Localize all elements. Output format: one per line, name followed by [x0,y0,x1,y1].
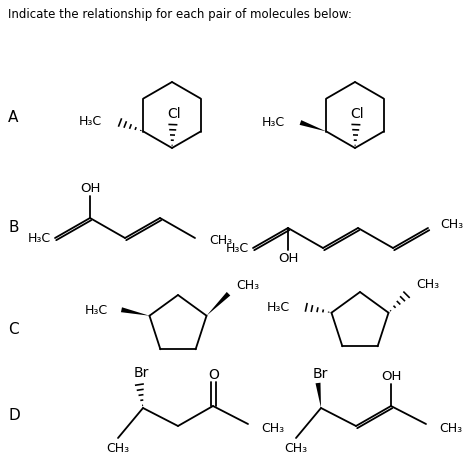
Text: H₃C: H₃C [226,241,249,254]
Text: H₃C: H₃C [28,231,51,245]
Text: C: C [8,323,18,337]
Text: CH₃: CH₃ [209,235,232,247]
Polygon shape [121,307,149,316]
Text: Cl: Cl [350,107,364,121]
Text: O: O [209,368,219,382]
Text: OH: OH [278,252,298,264]
Text: Br: Br [133,366,149,380]
Text: H₃C: H₃C [261,116,284,129]
Text: H₃C: H₃C [84,304,108,317]
Polygon shape [300,120,327,131]
Text: Br: Br [312,367,328,381]
Text: H₃C: H₃C [266,301,290,314]
Text: A: A [8,111,18,125]
Text: Indicate the relationship for each pair of molecules below:: Indicate the relationship for each pair … [8,8,352,21]
Polygon shape [207,292,230,316]
Text: CH₃: CH₃ [439,422,462,436]
Text: H₃C: H₃C [78,115,101,128]
Text: B: B [8,220,18,235]
Text: CH₃: CH₃ [440,218,463,230]
Polygon shape [316,383,321,408]
Text: CH₃: CH₃ [107,442,129,454]
Text: OH: OH [381,369,401,382]
Text: OH: OH [80,181,100,195]
Text: CH₃: CH₃ [237,279,260,292]
Text: CH₃: CH₃ [284,442,308,454]
Text: CH₃: CH₃ [261,422,284,436]
Text: CH₃: CH₃ [417,278,440,291]
Text: Cl: Cl [167,107,181,121]
Text: D: D [8,408,20,422]
